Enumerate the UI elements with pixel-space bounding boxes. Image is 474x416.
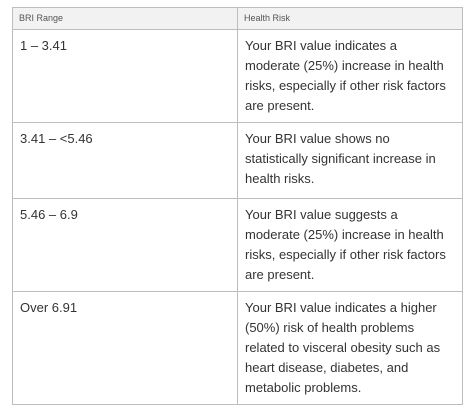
header-row: BRI Range Health Risk xyxy=(12,7,463,30)
bri-risk-table: BRI Range Health Risk 1 – 3.41 Your BRI … xyxy=(12,7,463,405)
bri-range-cell: 5.46 – 6.9 xyxy=(12,198,238,292)
header-health-risk: Health Risk xyxy=(237,7,463,30)
bri-range-cell: Over 6.91 xyxy=(12,291,238,405)
health-risk-cell: Your BRI value indicates a moderate (25%… xyxy=(237,29,463,123)
header-bri-range: BRI Range xyxy=(12,7,238,30)
bri-range-cell: 3.41 – <5.46 xyxy=(12,122,238,199)
table-row: Over 6.91 Your BRI value indicates a hig… xyxy=(12,291,463,405)
table-row: 1 – 3.41 Your BRI value indicates a mode… xyxy=(12,29,463,123)
bri-range-cell: 1 – 3.41 xyxy=(12,29,238,123)
table-body: 1 – 3.41 Your BRI value indicates a mode… xyxy=(12,29,463,405)
health-risk-cell: Your BRI value indicates a higher (50%) … xyxy=(237,291,463,405)
health-risk-cell: Your BRI value suggests a moderate (25%)… xyxy=(237,198,463,292)
health-risk-cell: Your BRI value shows no statistically si… xyxy=(237,122,463,199)
bri-risk-table-container: BRI Range Health Risk 1 – 3.41 Your BRI … xyxy=(12,7,463,405)
table-row: 5.46 – 6.9 Your BRI value suggests a mod… xyxy=(12,198,463,292)
table-header: BRI Range Health Risk xyxy=(12,7,463,30)
table-row: 3.41 – <5.46 Your BRI value shows no sta… xyxy=(12,122,463,199)
